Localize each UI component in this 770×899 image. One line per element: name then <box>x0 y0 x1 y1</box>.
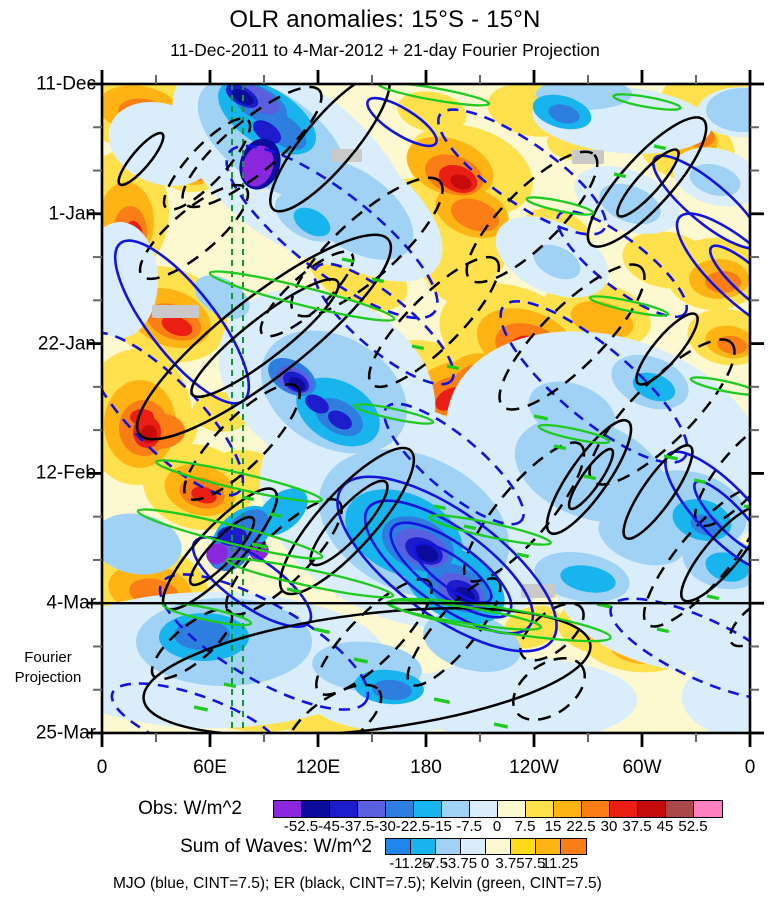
colorbar-swatch <box>274 801 302 817</box>
colorbar-swatch <box>302 801 330 817</box>
colorbar-swatch <box>498 801 526 817</box>
colorbar-tick-label: 52.5 <box>678 818 708 835</box>
mjo-contours-solid <box>113 96 750 653</box>
colorbar-swatch <box>386 839 411 854</box>
colorbar-swatch <box>694 801 722 817</box>
colorbar-swatch <box>582 801 610 817</box>
er-contours-dashed <box>138 85 750 733</box>
page-subtitle: 11-Dec-2011 to 4-Mar-2012 + 21-day Fouri… <box>170 40 600 60</box>
colorbar-tick-label: 0 <box>492 818 502 835</box>
axis-ticks <box>88 70 764 747</box>
colorbar-tick-label: -3.75 <box>442 855 478 872</box>
colorbar-swatch <box>386 801 414 817</box>
er-contours-solid <box>117 84 750 733</box>
colorbar-tick-label: 7.5 <box>514 818 536 835</box>
colorbar-tick-label: 37.5 <box>622 818 652 835</box>
colorbar-swatch <box>511 839 536 854</box>
colorbar-tick-label: 0 <box>480 855 490 872</box>
colorbar-tick-label: -15 <box>430 818 452 835</box>
x-tick-label: 120E <box>295 757 341 778</box>
colorbar-swatch <box>526 801 554 817</box>
x-tick-label: 60W <box>622 757 662 778</box>
colorbar-swatch <box>638 801 666 817</box>
obs-colorbar-title: Obs: W/m^2 <box>138 798 242 819</box>
colorbar-tick-label: 7.5 <box>524 855 546 872</box>
colorbar-tick-label: -7.5 <box>422 855 448 872</box>
colorbar-swatch <box>610 801 638 817</box>
anomaly-field <box>102 84 750 733</box>
colorbar-swatch <box>561 839 586 854</box>
colorbar-tick-label: 15 <box>544 818 562 835</box>
y-tick-label: 12-Feb <box>35 462 96 484</box>
colorbar-tick-label: 22.5 <box>566 818 596 835</box>
colorbar-tick-label: -45 <box>318 818 340 835</box>
waves-colorbar <box>385 838 587 855</box>
colorbar-swatch <box>358 801 386 817</box>
fourier-projection-note-line2: Projection <box>14 669 82 686</box>
y-tick-label: 1-Jan <box>48 203 96 225</box>
colorbar-swatch <box>461 839 486 854</box>
x-tick-label: 0 <box>744 757 756 778</box>
y-tick-label: 22-Jan <box>37 333 96 355</box>
colorbar-tick-label: -7.5 <box>456 818 482 835</box>
fourier-projection-note-line1: Fourier <box>24 649 72 666</box>
colorbar-tick-label: -52.5 <box>283 818 319 835</box>
colorbar-swatch <box>436 839 461 854</box>
contour-legend-note: MJO (blue, CINT=7.5); ER (black, CINT=7.… <box>113 875 602 892</box>
x-tick-label: 0 <box>96 757 108 778</box>
colorbar-tick-label: -11.25 <box>389 855 431 872</box>
x-tick-label: 180 <box>410 757 442 778</box>
y-tick-label: 4-Mar <box>46 592 96 614</box>
colorbar-swatch <box>470 801 498 817</box>
x-tick-label: 120W <box>509 757 559 778</box>
colorbar-swatch <box>330 801 358 817</box>
colorbar-swatch <box>554 801 582 817</box>
hovmoller-plot <box>88 70 764 747</box>
colorbar-tick-label: -37.5 <box>339 818 375 835</box>
colorbar-tick-label: -30 <box>374 818 396 835</box>
x-tick-label: 60E <box>193 757 227 778</box>
colorbar-swatch <box>486 839 511 854</box>
kelvin-contours <box>136 84 750 643</box>
page-title: OLR anomalies: 15°S - 15°N <box>229 6 541 33</box>
y-tick-label: 11-Dec <box>36 73 96 95</box>
colorbar-tick-label: 30 <box>600 818 618 835</box>
colorbar-swatch <box>666 801 694 817</box>
colorbar-tick-label: 45 <box>656 818 674 835</box>
y-tick-label: 25-Mar <box>35 722 96 744</box>
waves-colorbar-title: Sum of Waves: W/m^2 <box>180 836 372 857</box>
colorbar-swatch <box>411 839 436 854</box>
colorbar-tick-label: 11.25 <box>541 855 579 872</box>
colorbar-swatch <box>442 801 470 817</box>
colorbar-swatch <box>536 839 561 854</box>
obs-colorbar <box>273 800 723 818</box>
colorbar-swatch <box>414 801 442 817</box>
colorbar-tick-label: -22.5 <box>395 818 431 835</box>
colorbar-tick-label: 3.75 <box>495 855 525 872</box>
